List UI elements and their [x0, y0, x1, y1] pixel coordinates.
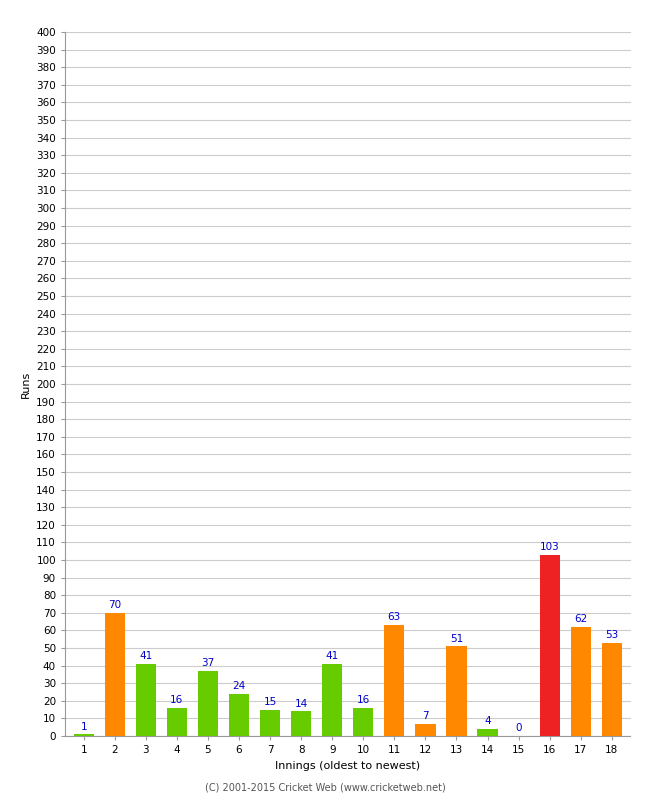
Text: 24: 24 — [232, 681, 246, 691]
Bar — [353, 708, 373, 736]
Text: 103: 103 — [540, 542, 560, 552]
Bar — [136, 664, 156, 736]
Text: 14: 14 — [294, 698, 307, 709]
Bar — [229, 694, 249, 736]
Text: 51: 51 — [450, 634, 463, 643]
Text: 1: 1 — [81, 722, 87, 731]
Text: 16: 16 — [170, 695, 183, 706]
Text: 53: 53 — [605, 630, 619, 640]
Bar — [571, 627, 591, 736]
Bar — [384, 625, 404, 736]
Bar — [322, 664, 343, 736]
Text: 7: 7 — [422, 711, 429, 721]
Bar — [167, 708, 187, 736]
Bar — [415, 724, 436, 736]
X-axis label: Innings (oldest to newest): Innings (oldest to newest) — [275, 761, 421, 770]
Bar — [478, 729, 498, 736]
Text: (C) 2001-2015 Cricket Web (www.cricketweb.net): (C) 2001-2015 Cricket Web (www.cricketwe… — [205, 782, 445, 792]
Text: 70: 70 — [108, 600, 122, 610]
Y-axis label: Runs: Runs — [21, 370, 31, 398]
Text: 15: 15 — [263, 697, 277, 707]
Bar — [260, 710, 280, 736]
Text: 63: 63 — [388, 613, 401, 622]
Bar — [540, 554, 560, 736]
Text: 16: 16 — [357, 695, 370, 706]
Text: 62: 62 — [574, 614, 588, 624]
Bar — [198, 671, 218, 736]
Bar — [105, 613, 125, 736]
Text: 37: 37 — [202, 658, 214, 668]
Bar — [73, 734, 94, 736]
Bar — [291, 711, 311, 736]
Bar — [447, 646, 467, 736]
Text: 0: 0 — [515, 723, 522, 734]
Text: 4: 4 — [484, 716, 491, 726]
Text: 41: 41 — [326, 651, 339, 661]
Bar — [602, 642, 622, 736]
Text: 41: 41 — [139, 651, 152, 661]
